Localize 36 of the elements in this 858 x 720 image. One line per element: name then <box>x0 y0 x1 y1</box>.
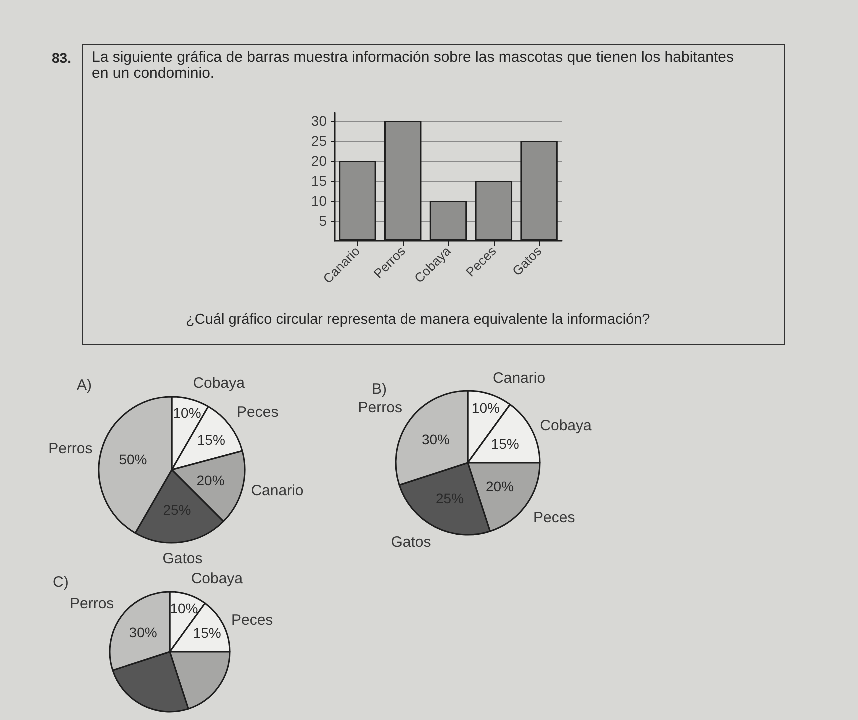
data-label: 10% <box>472 400 500 416</box>
data-label: 10% <box>173 405 202 422</box>
data-label: 30% <box>129 624 158 641</box>
data-label: 15% <box>193 624 222 641</box>
data-label: 15% <box>197 432 226 448</box>
slice-label: Gatos <box>391 534 432 552</box>
data-label: 20% <box>486 478 514 494</box>
chart-title: C) <box>53 574 69 591</box>
data-label: 30% <box>422 432 450 448</box>
slice-label: Perros <box>358 399 402 416</box>
slice-label: Cobaya <box>540 418 593 435</box>
data-label: 50% <box>119 452 148 468</box>
data-label: 15% <box>491 436 520 452</box>
y-tick-label: 5 <box>319 213 328 229</box>
slice-label: Perros <box>48 440 93 458</box>
slice-label: Peces <box>231 612 274 630</box>
data-label: 10% <box>170 600 198 616</box>
slice-label: Perros <box>70 595 114 612</box>
slice-label: Canario <box>251 482 304 500</box>
text: B) <box>372 381 388 398</box>
slice-label: Peces <box>237 404 279 422</box>
text: ¿Cuál gráfico circular representa de manera equivalente la información? <box>186 312 650 328</box>
text: 83. <box>52 50 72 66</box>
slice-label: Peces <box>534 510 576 527</box>
y-tick-label: 15 <box>311 173 328 189</box>
data-label: 20% <box>196 472 225 488</box>
slice-label: Canario <box>493 370 546 387</box>
y-tick-label: 20 <box>311 153 328 169</box>
slice-label: Cobaya <box>191 570 244 588</box>
slice-label: Cobaya <box>193 374 246 392</box>
slice-label: Gatos <box>162 550 203 568</box>
y-tick-label: 25 <box>311 133 328 149</box>
chart-title: A) <box>77 377 92 394</box>
y-tick-label: 10 <box>311 193 328 209</box>
y-tick-label: 30 <box>311 113 328 129</box>
chart-title: La siguiente gráfica de barras muestra información sobre las mascotas que tienen los habitantes en un condominio. <box>92 49 736 82</box>
